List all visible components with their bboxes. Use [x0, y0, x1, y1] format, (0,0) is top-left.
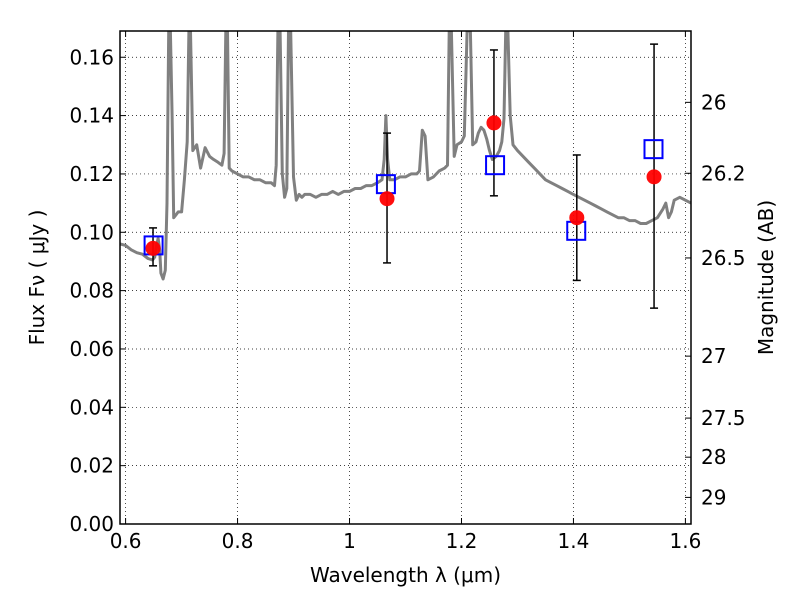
- model-spectrum: [120, 31, 691, 281]
- plot-frame: [119, 30, 692, 525]
- y-tick-label: 0.08: [69, 279, 114, 303]
- y-tick-label: 0.06: [69, 337, 114, 361]
- x-tick-label: 0.8: [222, 529, 254, 553]
- x-tick-label: 1.4: [558, 529, 590, 553]
- observed-point-circle: [379, 191, 395, 207]
- grid-lines: [120, 31, 691, 524]
- y-tick-label: 0.10: [69, 220, 114, 244]
- magnitude-axis-ticks: 26 26.2 26.5 27 27.5 28 29: [685, 90, 746, 509]
- model-spectrum-line: [120, 31, 691, 281]
- magnitude-tick-label: 27: [701, 344, 726, 368]
- model-point-square: [485, 155, 506, 176]
- y-tick-label: 0.14: [69, 104, 114, 128]
- model-point-square: [375, 174, 396, 195]
- magnitude-axis-title: Magnitude (AB): [754, 200, 778, 355]
- y-tick-label: 0.12: [69, 162, 114, 186]
- x-axis-ticks: 0.6 0.8 1 1.2 1.4 1.6: [110, 31, 701, 553]
- magnitude-tick-label: 26.2: [701, 161, 746, 185]
- observed-point-circle: [486, 115, 502, 131]
- observed-point-circle: [145, 240, 161, 256]
- y-tick-label: 0.04: [69, 395, 114, 419]
- observed-photometry-circles: [145, 115, 662, 256]
- x-tick-label: 1.6: [669, 529, 701, 553]
- magnitude-tick-label: 28: [701, 445, 726, 469]
- x-tick-label: 0.6: [110, 529, 142, 553]
- observed-point-circle: [569, 210, 585, 226]
- magnitude-tick-label: 27.5: [701, 406, 746, 430]
- y-tick-label: 0.02: [69, 454, 114, 478]
- x-tick-label: 1.2: [446, 529, 478, 553]
- x-axis-title: Wavelength λ (μm): [310, 563, 501, 587]
- y-tick-label: 0.00: [69, 512, 114, 536]
- y-axis-title: Flux Fν ( μJy ): [25, 210, 49, 346]
- model-point-square: [643, 139, 664, 160]
- magnitude-tick-label: 26: [701, 90, 726, 114]
- observed-point-circle: [646, 169, 662, 185]
- x-tick-label: 1: [343, 529, 356, 553]
- magnitude-tick-label: 26.5: [701, 246, 746, 270]
- y-axis-ticks: 0.00 0.02 0.04 0.06 0.08 0.10 0.12 0.14 0.16: [69, 45, 126, 536]
- magnitude-tick-label: 29: [701, 485, 726, 509]
- y-tick-label: 0.16: [69, 45, 114, 69]
